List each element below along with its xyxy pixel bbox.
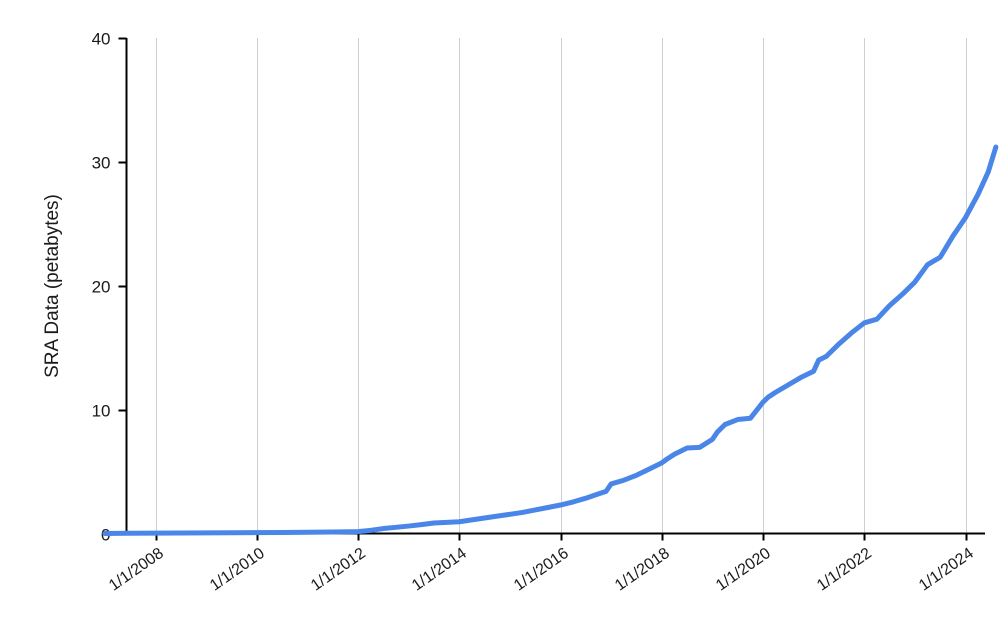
- series-group: [102, 144, 999, 536]
- x-tick-labels: 1/1/2008 1/1/2010 1/1/2012 1/1/2014 1/1/2016…: [106, 545, 977, 595]
- x-tick-label: 1/1/2012: [308, 545, 369, 595]
- y-tick-label: 40: [92, 30, 111, 49]
- x-tick-label: 1/1/2020: [713, 545, 774, 595]
- y-tick-marks: [118, 37, 127, 536]
- x-tick-label: 1/1/2016: [511, 545, 572, 595]
- y-tick-label: 30: [92, 154, 111, 173]
- x-tick-label: 1/1/2010: [207, 545, 268, 595]
- x-tick-marks: [155, 533, 968, 541]
- series-line: [102, 144, 999, 536]
- x-tick-label: 1/1/2008: [106, 545, 167, 595]
- y-axis-title: SRA Data (petabytes): [42, 194, 63, 378]
- x-gridlines: [155, 38, 968, 534]
- y-tick-label: 10: [92, 402, 111, 421]
- x-tick-label: 1/1/2024: [916, 545, 977, 595]
- x-tick-label: 1/1/2014: [409, 545, 470, 595]
- x-tick-label: 1/1/2018: [612, 545, 673, 595]
- y-tick-label: 20: [92, 278, 111, 297]
- x-tick-label: 1/1/2022: [814, 545, 875, 595]
